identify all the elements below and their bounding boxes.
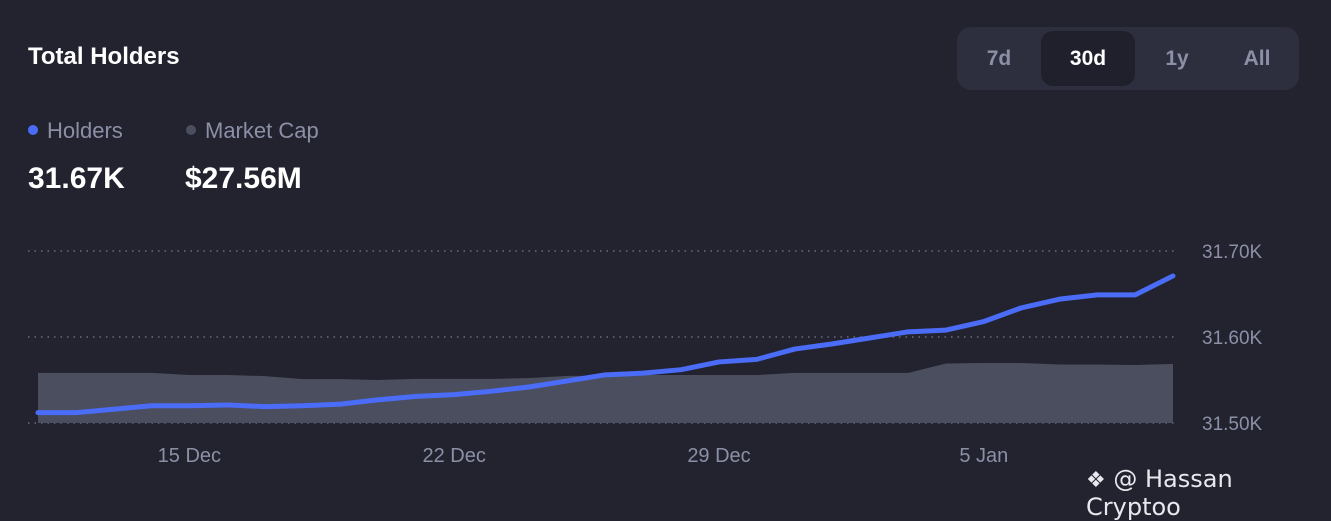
y-tick-label: 31.70K — [1202, 242, 1263, 263]
x-tick-label: 15 Dec — [158, 445, 221, 467]
y-tick-label: 31.60K — [1202, 328, 1263, 349]
watermark-text: @ Hassan Cryptoo — [1086, 465, 1233, 521]
x-tick-label: 29 Dec — [687, 445, 750, 467]
market-cap-area — [38, 363, 1173, 423]
binance-logo-icon: ❖ — [1086, 468, 1106, 493]
x-tick-label: 22 Dec — [422, 445, 485, 467]
holders-chart: 31.70K 31.60K 31.50K 15 Dec 22 Dec 29 Dec 5 Ja… — [0, 0, 1331, 505]
watermark: ❖ @ Hassan Cryptoo — [1086, 465, 1331, 521]
x-tick-label: 5 Jan — [959, 445, 1008, 467]
y-tick-label: 31.50K — [1202, 414, 1263, 435]
